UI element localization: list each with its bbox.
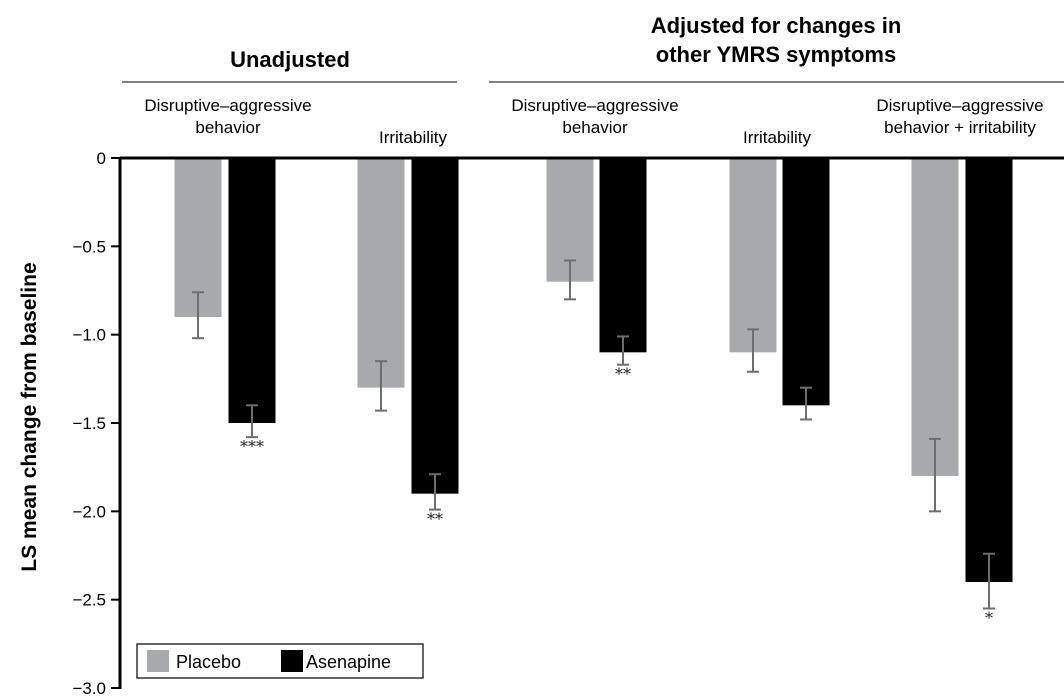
bar-placebo [174,158,222,317]
group-title: other YMRS symptoms [656,42,896,67]
y-tick-label: −2.5 [72,591,106,610]
group-title: Unadjusted [230,47,350,72]
category-label: behavior [562,118,628,137]
legend-swatch-placebo [147,650,169,672]
category-label: Irritability [379,128,448,147]
bar-placebo [911,158,959,476]
y-axis-label: LS mean change from baseline [18,262,41,571]
legend-box [136,643,424,679]
y-tick-label: −0.5 [72,237,106,256]
bar-placebo [357,158,405,388]
y-tick-label: −1.0 [72,326,106,345]
bar-asenapine [599,158,647,353]
category-label: Disruptive–aggressive [144,96,311,115]
bar-placebo [729,158,777,353]
category-label: behavior + irritability [884,118,1036,137]
significance-marker: *** [240,437,264,456]
category-label: Disruptive–aggressive [876,96,1043,115]
y-tick-label: 0 [97,149,106,168]
significance-marker: * [985,609,993,628]
category-label: behavior [195,118,261,137]
significance-marker: ** [615,365,631,384]
bar-asenapine [965,158,1013,582]
group-title: Adjusted for changes in [651,13,902,38]
y-tick-label: −3.0 [72,679,106,696]
legend-label-asenapine: Asenapine [306,652,391,672]
legend-label-placebo: Placebo [176,652,241,672]
y-tick-label: −2.0 [72,502,106,521]
significance-marker: ** [427,510,443,529]
bar-asenapine [782,158,830,406]
y-tick-label: −1.5 [72,414,106,433]
bar-asenapine [411,158,459,494]
category-label: Disruptive–aggressive [511,96,678,115]
category-label: Irritability [743,128,812,147]
bar-asenapine [228,158,276,423]
legend-swatch-asenapine [281,650,303,672]
